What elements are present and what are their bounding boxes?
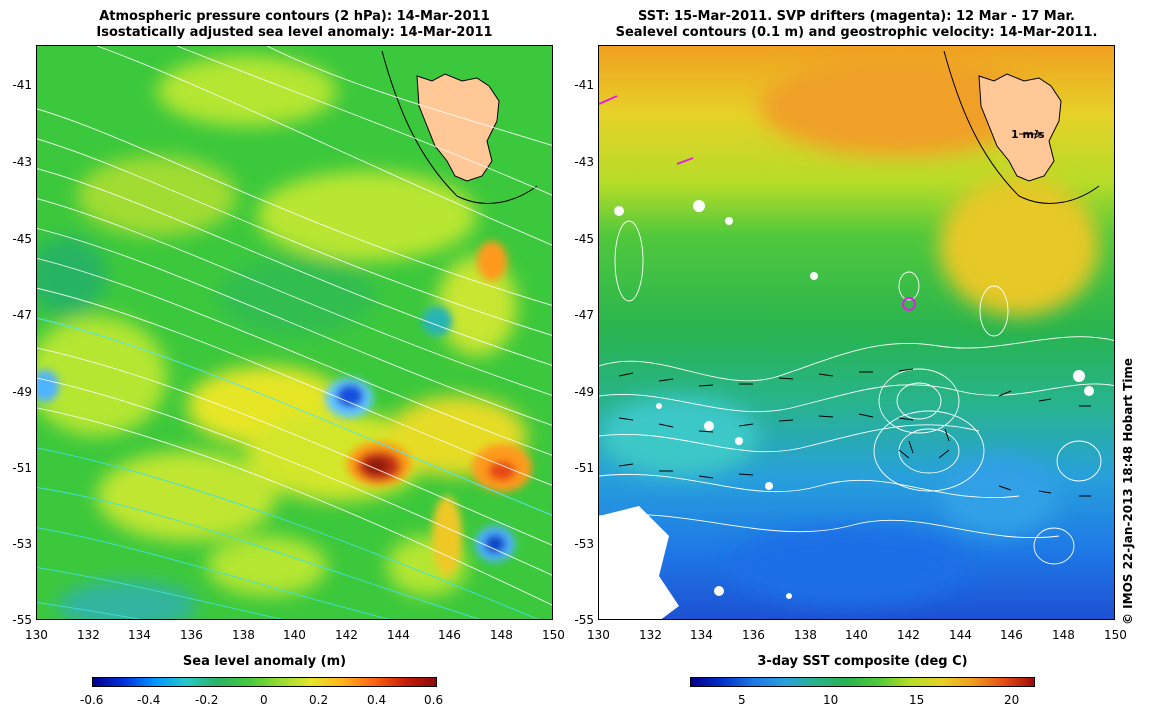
x-tick-label: 150	[1104, 628, 1127, 642]
colorbar-tick-label: 0	[260, 693, 268, 707]
right-colorbar-label: 3-day SST composite (deg C)	[757, 654, 968, 669]
x-tick-label: 150	[542, 628, 565, 642]
sla-svg	[37, 46, 552, 619]
y-tick-label: -45	[12, 232, 32, 246]
sst-map: 1 m/s	[598, 45, 1115, 620]
y-tick-label: -43	[12, 155, 32, 169]
x-tick-label: 144	[387, 628, 410, 642]
x-tick-label: 134	[690, 628, 713, 642]
x-tick-label: 130	[25, 628, 48, 642]
x-tick-label: 132	[639, 628, 662, 642]
y-tick-label: -43	[574, 155, 594, 169]
x-tick-label: 136	[742, 628, 765, 642]
y-tick-label: -41	[12, 78, 32, 92]
sst-colorbar	[690, 677, 1035, 687]
x-tick-label: 142	[897, 628, 920, 642]
left-colorbar-label: Sea level anomaly (m)	[182, 654, 347, 669]
colorbar-tick-label: -0.6	[80, 693, 104, 707]
x-tick-label: 142	[335, 628, 358, 642]
colorbar-tick-label: 0.6	[424, 693, 444, 707]
x-tick-label: 148	[1052, 628, 1075, 642]
colorbar-tick-label: -0.4	[137, 693, 161, 707]
y-tick-label: -45	[574, 232, 594, 246]
right-title-line1: SST: 15-Mar-2011. SVP drifters (magenta)…	[638, 9, 1075, 24]
x-tick-label: 136	[180, 628, 203, 642]
left-title-line2: Isostatically adjusted sea level anomaly…	[96, 25, 493, 40]
colorbar-tick-label: 5	[738, 693, 746, 707]
y-tick-label: -47	[574, 308, 594, 322]
x-tick-label: 140	[283, 628, 306, 642]
colorbar-tick-label: 15	[909, 693, 925, 707]
y-tick-label: -49	[574, 385, 594, 399]
colorbar-tick-label: 20	[1004, 693, 1020, 707]
y-tick-label: -41	[574, 78, 594, 92]
tasmania-land-right	[978, 73, 1062, 182]
x-tick-label: 146	[1000, 628, 1023, 642]
colorbar-tick-label: 10	[823, 693, 839, 707]
right-title-line2: Sealevel contours (0.1 m) and geostrophi…	[615, 25, 1098, 40]
sea-level-anomaly-map	[36, 45, 553, 620]
colorbar-tick-label: 0.4	[367, 693, 387, 707]
y-tick-label: -55	[12, 613, 32, 627]
velocity-scale-label: 1 m/s	[1011, 128, 1045, 141]
x-tick-label: 130	[587, 628, 610, 642]
sla-colorbar	[92, 677, 437, 687]
colorbar-tick-label: -0.2	[195, 693, 219, 707]
y-tick-label: -47	[12, 308, 32, 322]
left-title-line1: Atmospheric pressure contours (2 hPa): 1…	[99, 9, 490, 24]
x-tick-label: 146	[438, 628, 461, 642]
x-tick-label: 138	[794, 628, 817, 642]
sst-svg: 1 m/s	[599, 46, 1114, 619]
x-tick-label: 148	[490, 628, 513, 642]
x-tick-label: 140	[845, 628, 868, 642]
drifter-marker	[902, 297, 916, 311]
y-tick-label: -55	[574, 613, 594, 627]
x-tick-label: 144	[949, 628, 972, 642]
tasmania-land-left	[416, 73, 500, 182]
imos-credit: © IMOS 22-Jan-2013 18:48 Hobart Time	[1121, 357, 1135, 625]
y-tick-label: -51	[12, 461, 32, 475]
y-tick-label: -53	[574, 537, 594, 551]
colorbar-tick-label: 0.2	[309, 693, 329, 707]
y-tick-label: -49	[12, 385, 32, 399]
x-tick-label: 132	[77, 628, 100, 642]
x-tick-label: 138	[232, 628, 255, 642]
y-tick-label: -53	[12, 537, 32, 551]
x-tick-label: 134	[128, 628, 151, 642]
y-tick-label: -51	[574, 461, 594, 475]
